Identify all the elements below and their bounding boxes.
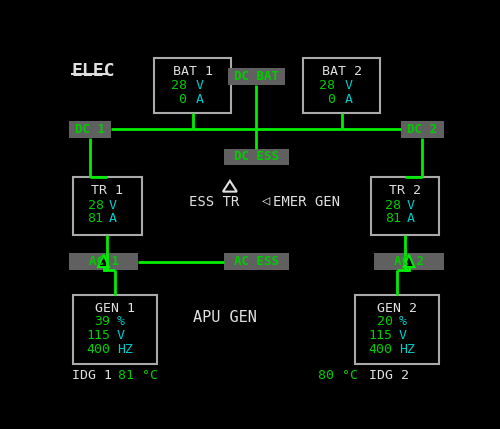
- Text: V: V: [406, 199, 414, 211]
- Text: 28: 28: [88, 199, 104, 211]
- Text: A: A: [344, 93, 352, 106]
- Text: ELEC: ELEC: [72, 62, 116, 80]
- Text: ◁: ◁: [262, 195, 271, 208]
- Bar: [371, 177, 439, 235]
- Text: V: V: [399, 329, 407, 341]
- Text: 28: 28: [170, 79, 186, 92]
- Text: DC ESS: DC ESS: [234, 151, 279, 163]
- Bar: [224, 148, 289, 166]
- Text: APU GEN: APU GEN: [192, 310, 256, 325]
- Text: BAT 1: BAT 1: [172, 65, 212, 79]
- Text: V: V: [344, 79, 352, 92]
- Text: V: V: [109, 199, 117, 211]
- Text: AC ESS: AC ESS: [234, 255, 279, 268]
- Text: 81: 81: [88, 212, 104, 225]
- Bar: [303, 57, 380, 113]
- Text: A: A: [109, 212, 117, 225]
- Bar: [224, 253, 289, 270]
- Polygon shape: [223, 181, 237, 192]
- Text: 28: 28: [385, 199, 401, 211]
- Text: A: A: [406, 212, 414, 225]
- Text: 39: 39: [94, 315, 110, 328]
- Bar: [356, 295, 439, 364]
- Text: %: %: [399, 315, 407, 328]
- Text: HZ: HZ: [399, 342, 415, 356]
- Text: 400: 400: [368, 342, 392, 356]
- Text: 115: 115: [368, 329, 392, 341]
- Text: V: V: [117, 329, 125, 341]
- Text: 20: 20: [376, 315, 392, 328]
- Text: 80 °C: 80 °C: [318, 369, 358, 382]
- Text: DC 1: DC 1: [75, 123, 105, 136]
- Text: 115: 115: [86, 329, 110, 341]
- Text: V: V: [196, 79, 204, 92]
- Text: DC 2: DC 2: [408, 123, 438, 136]
- Polygon shape: [404, 255, 414, 267]
- Text: AC 2: AC 2: [394, 255, 424, 268]
- Text: A: A: [196, 93, 204, 106]
- Text: 400: 400: [86, 342, 110, 356]
- Bar: [154, 57, 232, 113]
- Text: TR 1: TR 1: [92, 184, 124, 197]
- Bar: [401, 121, 444, 138]
- Text: 28: 28: [320, 79, 336, 92]
- Text: HZ: HZ: [117, 342, 133, 356]
- Text: BAT 2: BAT 2: [322, 65, 362, 79]
- Text: GEN 1: GEN 1: [95, 302, 135, 315]
- Text: 81 °C: 81 °C: [118, 369, 158, 382]
- Text: TR 2: TR 2: [389, 184, 421, 197]
- Bar: [74, 295, 157, 364]
- Bar: [68, 253, 138, 270]
- Text: 0: 0: [178, 93, 186, 106]
- Bar: [68, 121, 112, 138]
- Text: IDG 2: IDG 2: [368, 369, 408, 382]
- Bar: [228, 68, 285, 85]
- Text: ESS TR: ESS TR: [190, 195, 240, 208]
- Text: %: %: [117, 315, 125, 328]
- Polygon shape: [98, 255, 109, 267]
- Text: IDG 1: IDG 1: [72, 369, 112, 382]
- Text: GEN 2: GEN 2: [378, 302, 418, 315]
- Bar: [374, 253, 444, 270]
- Text: DC BAT: DC BAT: [234, 70, 279, 83]
- Text: 0: 0: [328, 93, 336, 106]
- Bar: [74, 177, 142, 235]
- Text: 81: 81: [385, 212, 401, 225]
- Text: AC 1: AC 1: [88, 255, 118, 268]
- Text: EMER GEN: EMER GEN: [274, 195, 340, 208]
